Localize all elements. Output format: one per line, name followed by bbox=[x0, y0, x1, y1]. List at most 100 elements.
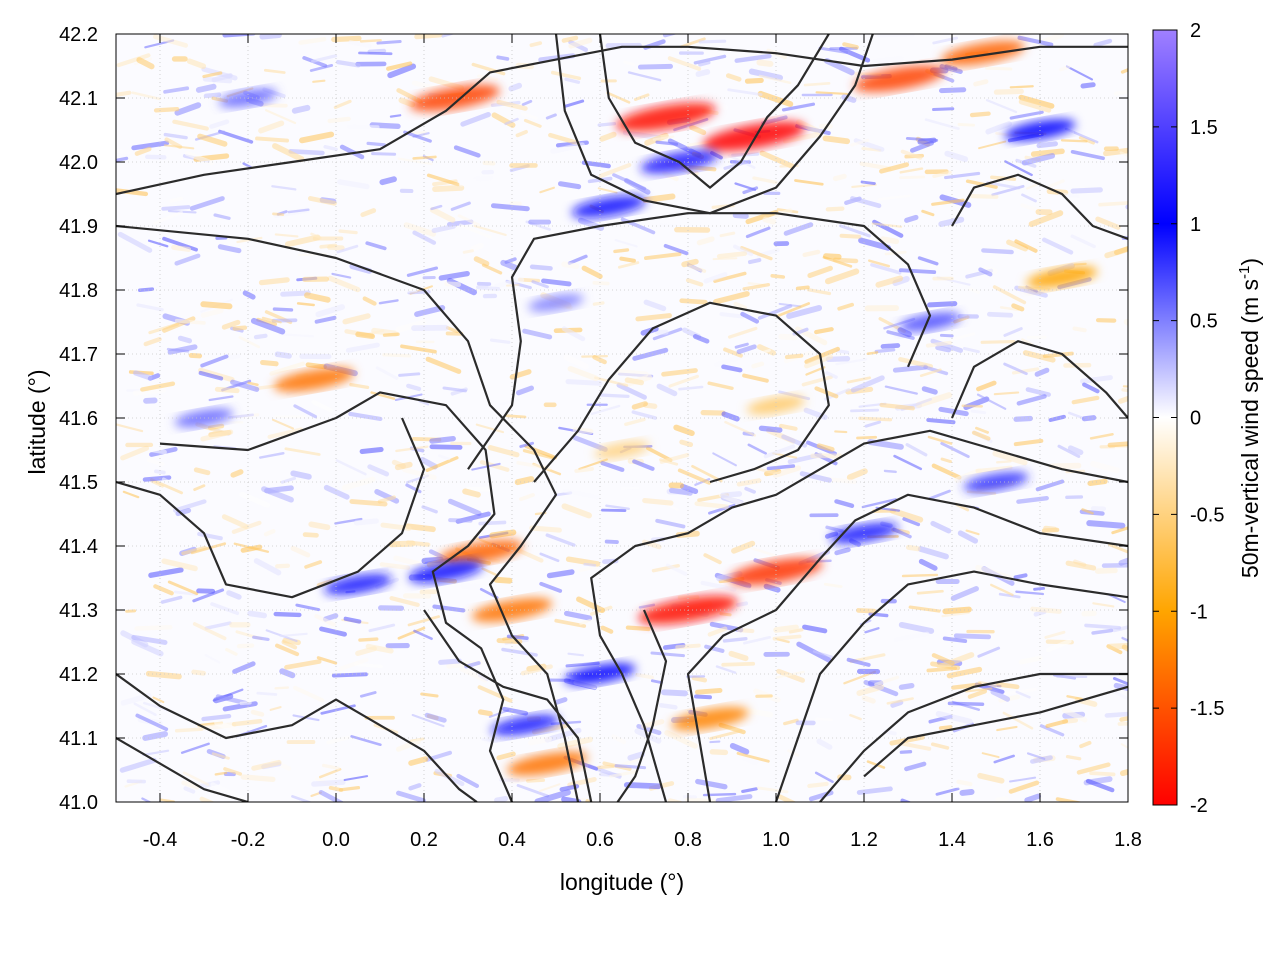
texture-stroke bbox=[624, 377, 645, 386]
texture-stroke bbox=[223, 767, 243, 776]
texture-stroke bbox=[460, 111, 491, 127]
texture-stroke bbox=[625, 625, 651, 632]
texture-stroke bbox=[133, 702, 157, 717]
texture-stroke bbox=[280, 476, 297, 484]
texture-stroke bbox=[256, 691, 278, 696]
texture-stroke bbox=[362, 296, 377, 306]
texture-stroke bbox=[594, 376, 629, 387]
texture-stroke bbox=[759, 348, 771, 355]
texture-stroke bbox=[421, 556, 444, 564]
texture-stroke bbox=[986, 181, 1021, 190]
texture-stroke bbox=[210, 782, 246, 801]
texture-stroke bbox=[393, 555, 421, 567]
y-tick-label: 41.3 bbox=[59, 600, 98, 622]
y-tick-label: 41.0 bbox=[59, 792, 98, 814]
texture-stroke bbox=[211, 752, 230, 760]
texture-stroke bbox=[460, 582, 481, 590]
texture-stroke bbox=[611, 734, 627, 745]
texture-stroke bbox=[1018, 94, 1055, 109]
texture-stroke bbox=[432, 184, 465, 193]
texture-stroke bbox=[996, 460, 1012, 464]
texture-stroke bbox=[926, 417, 956, 425]
texture-stroke bbox=[396, 790, 427, 802]
texture-stroke bbox=[940, 457, 952, 464]
texture-stroke bbox=[839, 233, 862, 239]
texture-stroke bbox=[413, 629, 433, 641]
texture-stroke bbox=[782, 132, 820, 144]
texture-stroke bbox=[1041, 237, 1074, 255]
texture-stroke bbox=[1085, 778, 1115, 793]
texture-stroke bbox=[875, 275, 904, 288]
texture-stroke bbox=[473, 256, 490, 267]
texture-stroke bbox=[598, 162, 632, 179]
texture-stroke bbox=[998, 592, 1021, 599]
texture-stroke bbox=[279, 668, 296, 679]
texture-stroke bbox=[1086, 520, 1126, 529]
texture-stroke bbox=[985, 66, 1013, 71]
texture-stroke bbox=[679, 483, 699, 495]
texture-stroke bbox=[606, 91, 631, 104]
texture-stroke bbox=[1107, 441, 1128, 448]
texture-stroke bbox=[666, 503, 679, 511]
hotspot-mark bbox=[616, 102, 716, 132]
texture-stroke bbox=[732, 244, 754, 257]
texture-stroke bbox=[142, 731, 169, 741]
texture-stroke bbox=[1042, 351, 1074, 358]
texture-stroke bbox=[1059, 65, 1071, 72]
texture-stroke bbox=[563, 610, 593, 621]
texture-stroke bbox=[462, 249, 474, 254]
texture-stroke bbox=[531, 280, 549, 289]
texture-stroke bbox=[650, 651, 685, 658]
texture-stroke bbox=[892, 527, 912, 539]
texture-stroke bbox=[473, 175, 493, 182]
texture-stroke bbox=[135, 713, 169, 732]
texture-stroke bbox=[546, 569, 575, 579]
texture-stroke bbox=[448, 518, 473, 523]
texture-stroke bbox=[744, 486, 756, 494]
texture-stroke bbox=[1066, 695, 1083, 701]
texture-stroke bbox=[315, 304, 345, 318]
texture-stroke bbox=[1015, 690, 1031, 699]
texture-stroke bbox=[481, 567, 497, 576]
texture-stroke bbox=[341, 476, 376, 491]
texture-stroke bbox=[999, 306, 1020, 311]
colorbar-tick-label: 1 bbox=[1190, 214, 1201, 236]
texture-stroke bbox=[818, 46, 849, 54]
texture-stroke bbox=[565, 379, 603, 386]
colorbar-title: 50m-vertical wind speed (m s-1) bbox=[1236, 258, 1263, 578]
texture-stroke bbox=[605, 504, 630, 510]
texture-stroke bbox=[1080, 82, 1096, 89]
x-tick-label: 0.4 bbox=[498, 829, 526, 851]
texture-stroke bbox=[314, 315, 337, 324]
texture-stroke bbox=[494, 277, 525, 289]
texture-stroke bbox=[200, 354, 229, 368]
texture-stroke bbox=[232, 325, 248, 331]
texture-stroke bbox=[143, 337, 162, 347]
texture-stroke bbox=[281, 640, 298, 650]
texture-stroke bbox=[741, 787, 758, 794]
texture-stroke bbox=[975, 426, 990, 434]
texture-stroke bbox=[715, 665, 737, 674]
y-tick-label: 41.9 bbox=[59, 216, 98, 238]
texture-stroke bbox=[538, 783, 561, 793]
y-tick-labels: 41.0 41.1 41.2 41.3 41.4 41.5 41.6 41.7 41.8 41.9… bbox=[59, 24, 98, 814]
texture-stroke bbox=[859, 161, 892, 171]
texture-stroke bbox=[908, 605, 941, 613]
texture-stroke bbox=[704, 644, 725, 653]
texture-stroke bbox=[568, 37, 593, 49]
texture-stroke bbox=[617, 261, 640, 269]
texture-stroke bbox=[521, 99, 533, 106]
texture-stroke bbox=[406, 540, 430, 547]
terrain-contours bbox=[116, 34, 1128, 802]
texture-stroke bbox=[1119, 768, 1128, 777]
texture-stroke bbox=[318, 768, 342, 779]
texture-stroke bbox=[564, 77, 581, 84]
texture-stroke bbox=[327, 244, 345, 251]
texture-stroke bbox=[376, 40, 402, 45]
texture-stroke bbox=[284, 659, 322, 670]
x-tick-label: 0.2 bbox=[410, 829, 438, 851]
texture-stroke bbox=[1011, 303, 1025, 312]
texture-stroke bbox=[161, 477, 180, 489]
texture-stroke bbox=[458, 223, 492, 239]
texture-stroke bbox=[1057, 444, 1081, 458]
